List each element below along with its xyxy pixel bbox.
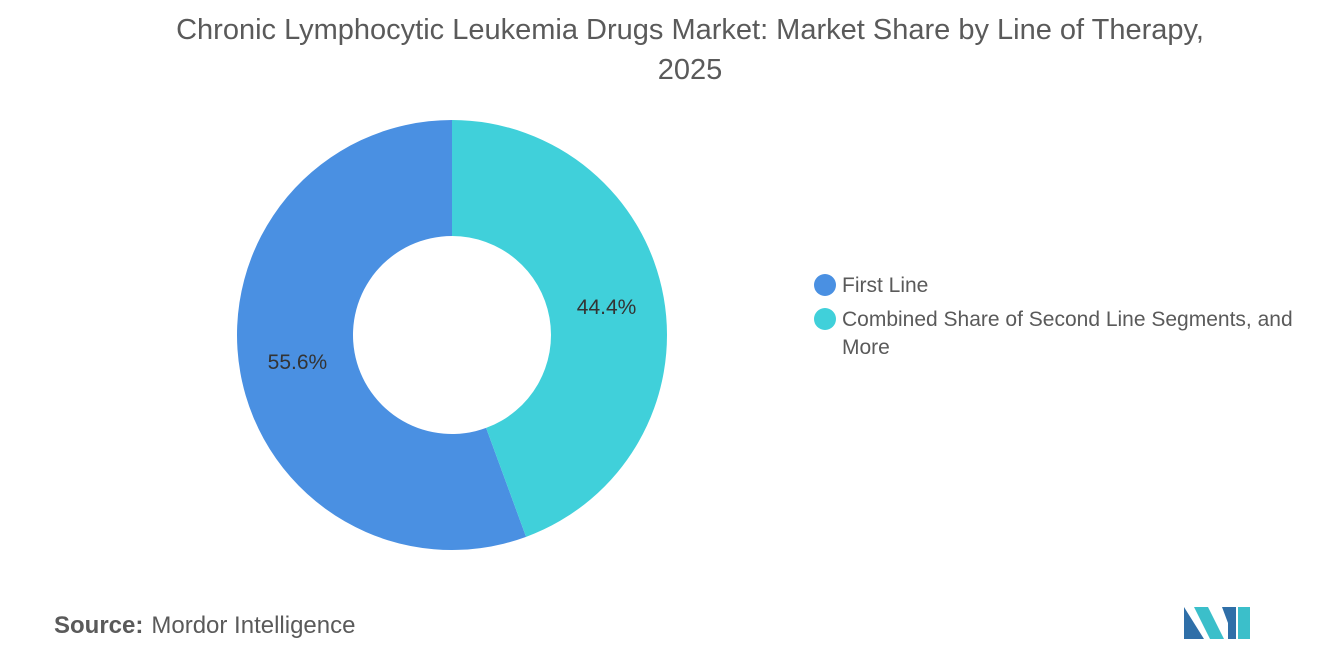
chart-legend: First Line Combined Share of Second Line… (814, 272, 1294, 368)
logo-shape-middle (1194, 607, 1224, 639)
source-label: Source: (54, 612, 144, 639)
legend-item-first-line: First Line (814, 272, 1294, 300)
logo-shape-right (1222, 607, 1236, 639)
donut-slice-labels: 55.6% 44.4% (268, 296, 637, 374)
legend-label-second-line: Combined Share of Second Line Segments, … (842, 308, 1293, 359)
source-value: Mordor Intelligence (151, 612, 356, 639)
donut-slices (236, 120, 667, 550)
legend-item-second-line: Combined Share of Second Line Segments, … (814, 306, 1294, 362)
logo-shape-far-right (1238, 607, 1250, 639)
donut-slice-first-line (236, 120, 527, 550)
slice-label-first-line: 55.6% (268, 351, 328, 374)
donut-slice-second-line (452, 120, 667, 537)
source-credit: Source: Mordor Intelligence (54, 612, 355, 640)
mordor-intelligence-logo-icon (1184, 607, 1250, 639)
logo-shape-left (1184, 607, 1204, 639)
chart-title: Chronic Lymphocytic Leukemia Drugs Marke… (176, 14, 1204, 86)
legend-swatch-first-line (814, 274, 836, 296)
legend-swatch-second-line (814, 308, 836, 330)
slice-label-second-line: 44.4% (577, 296, 637, 319)
legend-label-first-line: First Line (842, 274, 929, 297)
